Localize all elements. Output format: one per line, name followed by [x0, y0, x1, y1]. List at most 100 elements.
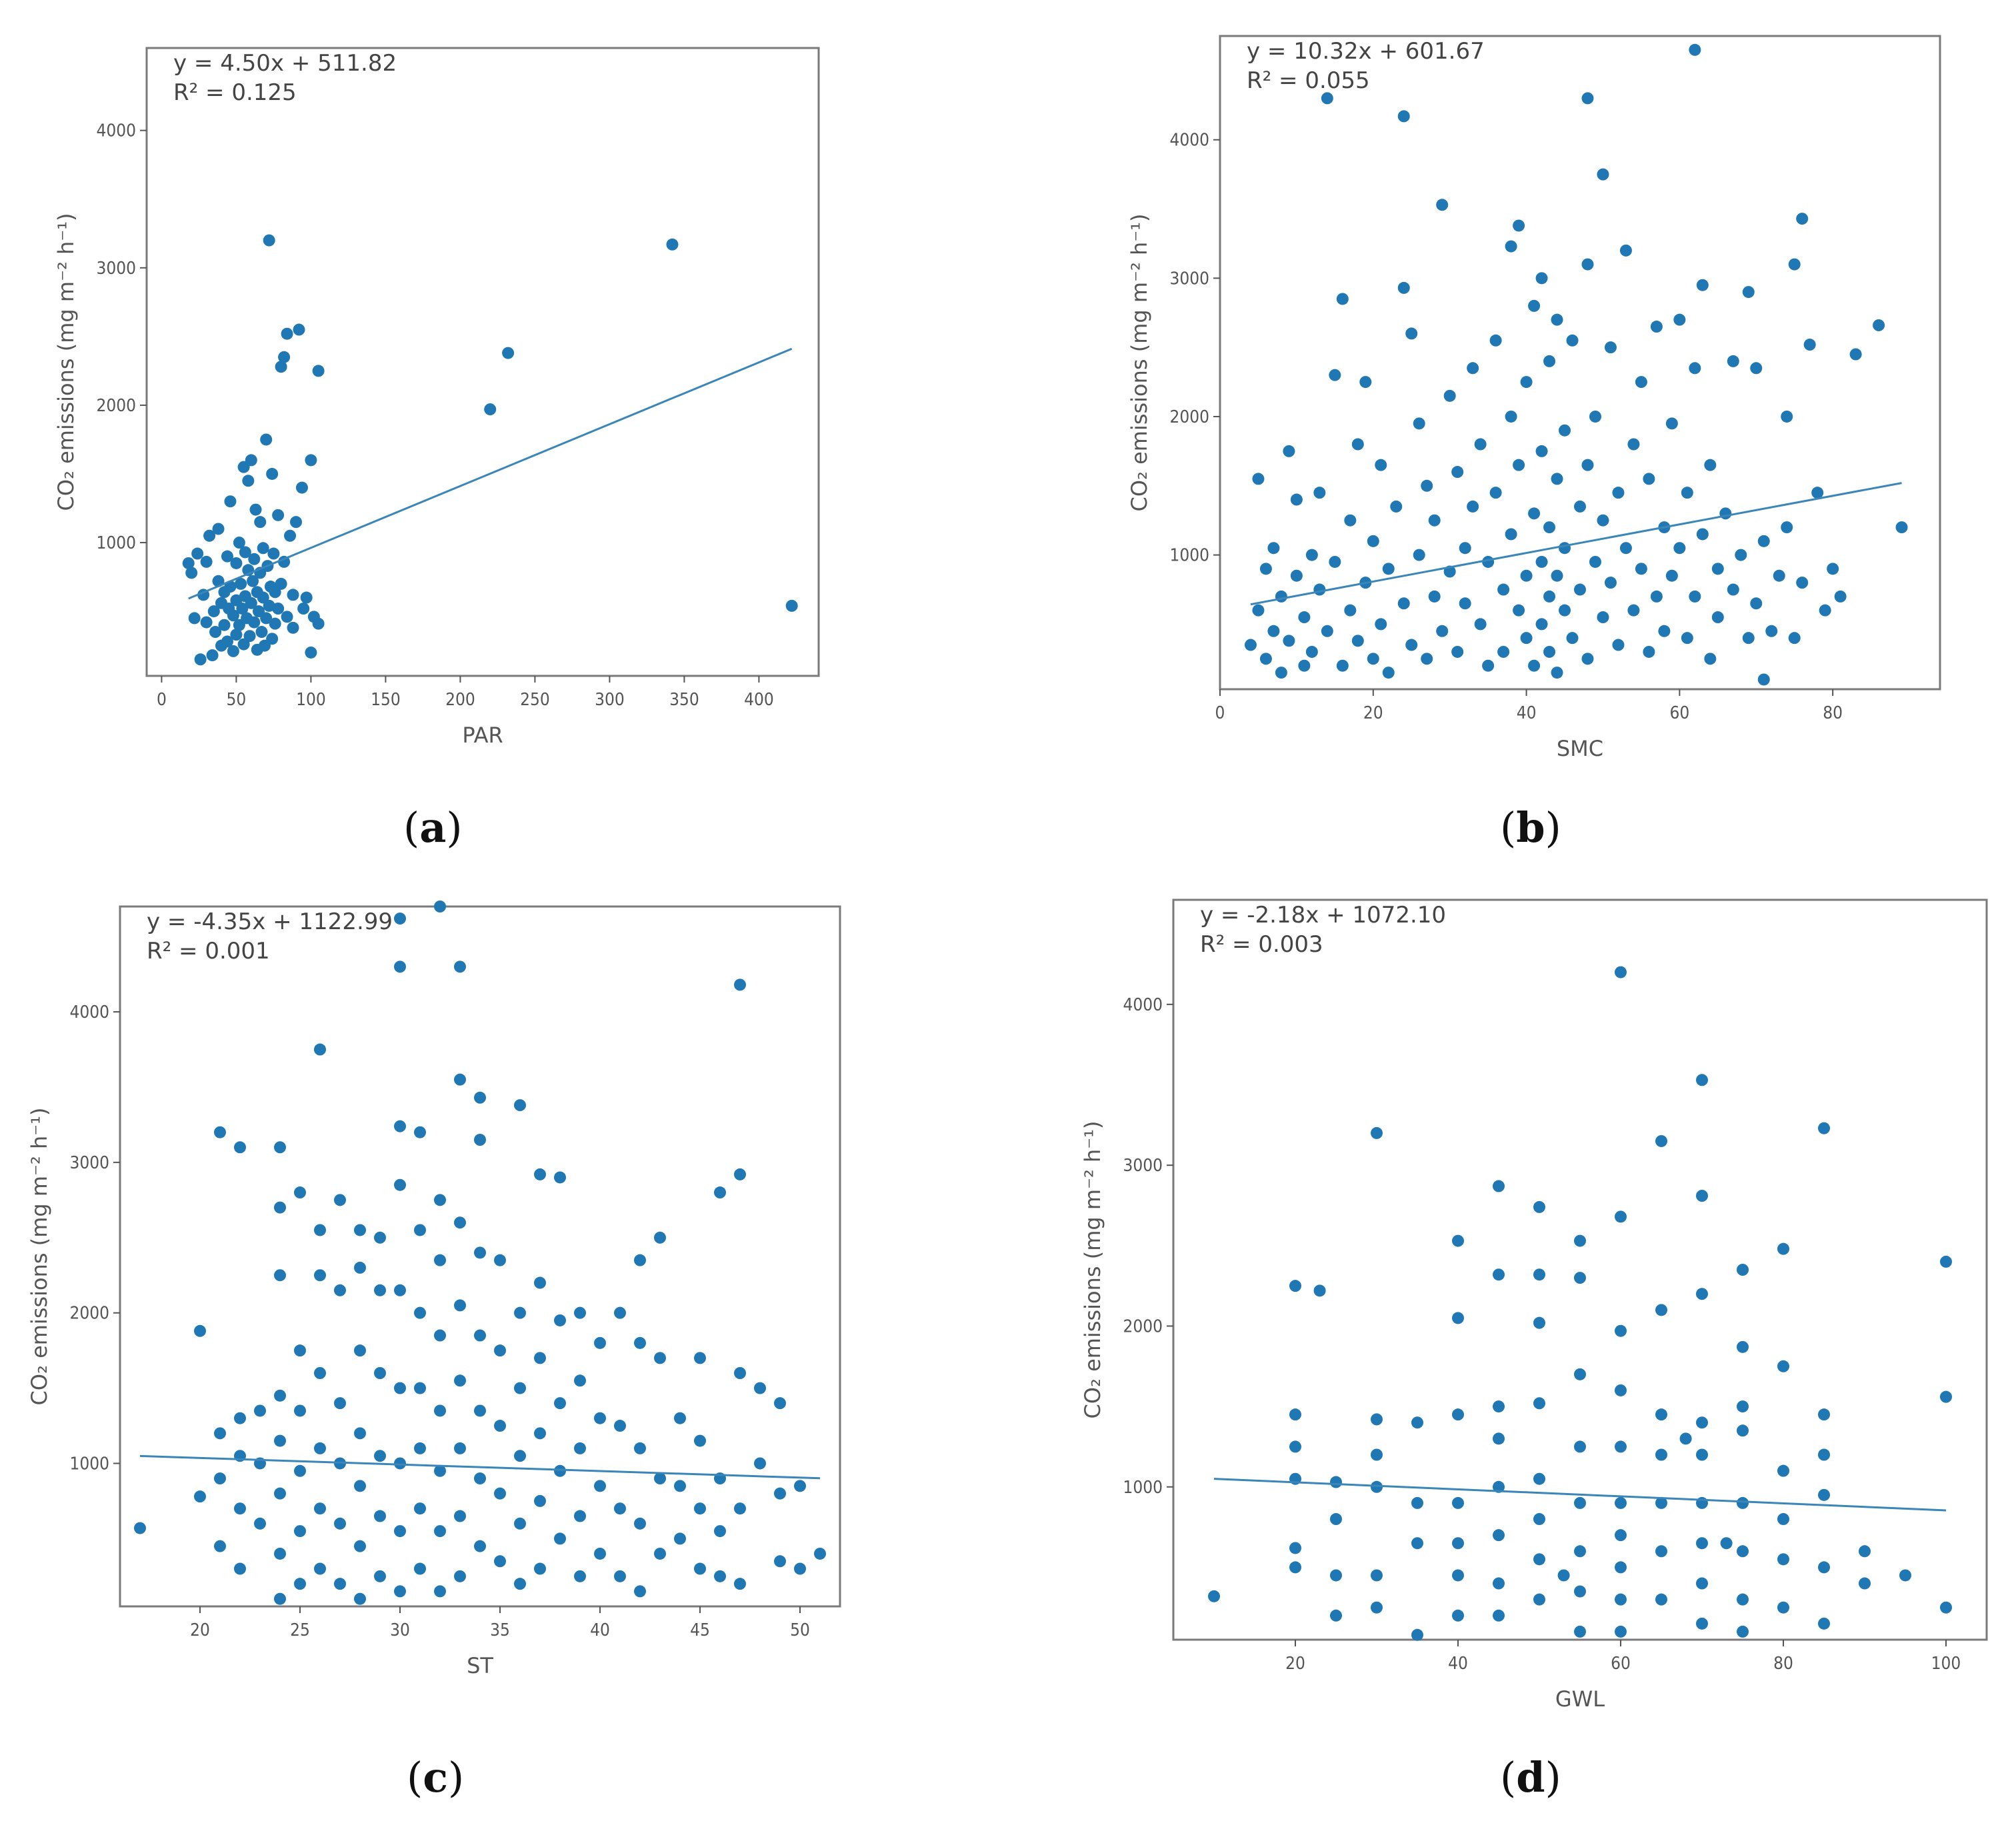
- panel-d: 20 40 60 80 100 1000 2000 3000 4000 GWL CO₂ emissi…: [1053, 880, 2013, 1826]
- data-point-b: [1665, 417, 1678, 430]
- data-point-b: [1413, 549, 1425, 561]
- data-point-c: [294, 1578, 306, 1590]
- data-point-c: [474, 1540, 486, 1552]
- data-point-b: [1581, 459, 1594, 471]
- data-point-d: [1533, 1593, 1545, 1606]
- data-point-c: [614, 1502, 626, 1515]
- data-point-d: [1411, 1537, 1423, 1550]
- data-point-d: [1452, 1312, 1464, 1324]
- data-point-a: [284, 529, 297, 542]
- data-point-c: [394, 1382, 406, 1394]
- data-point-b: [1873, 319, 1885, 331]
- data-point-c: [234, 1141, 246, 1154]
- data-point-c: [574, 1306, 586, 1319]
- panel-label-a: (a): [403, 803, 463, 852]
- data-point-c: [694, 1562, 706, 1575]
- data-point-c: [454, 1510, 466, 1522]
- data-point-d: [1574, 1368, 1586, 1380]
- data-point-a: [290, 516, 302, 529]
- data-point-b: [1796, 213, 1809, 225]
- data-point-a: [206, 649, 219, 662]
- data-point-a: [502, 347, 515, 359]
- data-point-d: [1777, 1360, 1789, 1372]
- data-point-d: [1655, 1496, 1667, 1509]
- data-point-b: [1559, 424, 1571, 437]
- data-point-b: [1505, 410, 1517, 423]
- data-point-a: [227, 645, 239, 657]
- data-point-d: [1533, 1316, 1545, 1329]
- data-point-c: [354, 1592, 366, 1605]
- x-tick-label-b: 0: [1215, 703, 1225, 723]
- data-point-c: [394, 1284, 406, 1296]
- data-point-c: [374, 1450, 386, 1462]
- data-point-d: [1289, 1408, 1301, 1421]
- data-point-c: [594, 1480, 606, 1492]
- data-point-b: [1259, 653, 1272, 665]
- x-tick-label-c: 30: [390, 1620, 410, 1640]
- data-point-b: [1252, 604, 1265, 617]
- data-point-b: [1742, 632, 1755, 645]
- data-point-b: [1497, 583, 1510, 596]
- data-point-b: [1704, 653, 1717, 665]
- data-point-a: [182, 557, 195, 569]
- data-point-c: [414, 1562, 426, 1575]
- data-point-a: [230, 557, 243, 569]
- data-point-c: [394, 1525, 406, 1538]
- y-tick-label-d: 1000: [1123, 1478, 1163, 1498]
- data-point-b: [1574, 500, 1586, 513]
- data-point-c: [534, 1168, 546, 1180]
- data-point-c: [594, 1336, 606, 1349]
- x-tick-label-c: 35: [490, 1620, 510, 1640]
- data-point-c: [294, 1464, 306, 1477]
- data-point-d: [1533, 1200, 1545, 1213]
- data-point-b: [1551, 313, 1563, 326]
- data-point-b: [1405, 327, 1418, 340]
- data-point-b: [1359, 376, 1372, 389]
- data-point-b: [1405, 639, 1418, 651]
- data-point-a: [260, 612, 273, 625]
- data-point-a: [263, 234, 275, 247]
- data-point-d: [1777, 1513, 1789, 1526]
- data-point-c: [394, 1178, 406, 1191]
- data-point-a: [305, 454, 317, 467]
- data-point-c: [614, 1306, 626, 1319]
- data-point-c: [294, 1186, 306, 1199]
- data-point-d: [1533, 1513, 1545, 1526]
- x-tick-label-a: 200: [445, 690, 475, 710]
- data-point-c: [474, 1091, 486, 1104]
- data-point-c: [394, 960, 406, 973]
- data-point-c: [374, 1510, 386, 1522]
- data-point-c: [674, 1532, 686, 1545]
- data-point-d: [1574, 1625, 1586, 1638]
- data-point-b: [1482, 659, 1495, 672]
- r-squared-c: R² = 0.001: [147, 938, 270, 964]
- data-point-a: [266, 633, 279, 645]
- data-point-b: [1834, 590, 1847, 603]
- data-point-c: [314, 1224, 326, 1236]
- x-tick-label-a: 0: [157, 690, 167, 710]
- data-point-c: [274, 1434, 286, 1447]
- data-point-c: [334, 1194, 346, 1206]
- data-point-b: [1413, 417, 1425, 430]
- data-point-b: [1305, 549, 1318, 561]
- data-point-b: [1367, 535, 1379, 547]
- data-point-b: [1382, 563, 1395, 575]
- data-point-d: [1655, 1545, 1667, 1558]
- y-axis-title-b: CO₂ emissions (mg m⁻² h⁻¹): [1127, 214, 1152, 512]
- data-point-d: [1533, 1553, 1545, 1566]
- data-point-c: [534, 1494, 546, 1507]
- x-tick-label-b: 20: [1363, 703, 1383, 723]
- data-point-c: [374, 1367, 386, 1379]
- data-point-c: [334, 1517, 346, 1530]
- data-point-a: [257, 591, 269, 604]
- data-point-d: [1371, 1480, 1383, 1493]
- data-point-d: [1574, 1585, 1586, 1598]
- data-point-d: [1452, 1408, 1464, 1421]
- x-axis-title-a: PAR: [462, 723, 503, 748]
- data-point-b: [1305, 645, 1318, 658]
- data-point-b: [1336, 659, 1349, 672]
- data-point-d: [1818, 1448, 1830, 1461]
- data-point-c: [214, 1472, 226, 1485]
- data-point-b: [1421, 479, 1433, 492]
- data-point-b: [1650, 321, 1663, 333]
